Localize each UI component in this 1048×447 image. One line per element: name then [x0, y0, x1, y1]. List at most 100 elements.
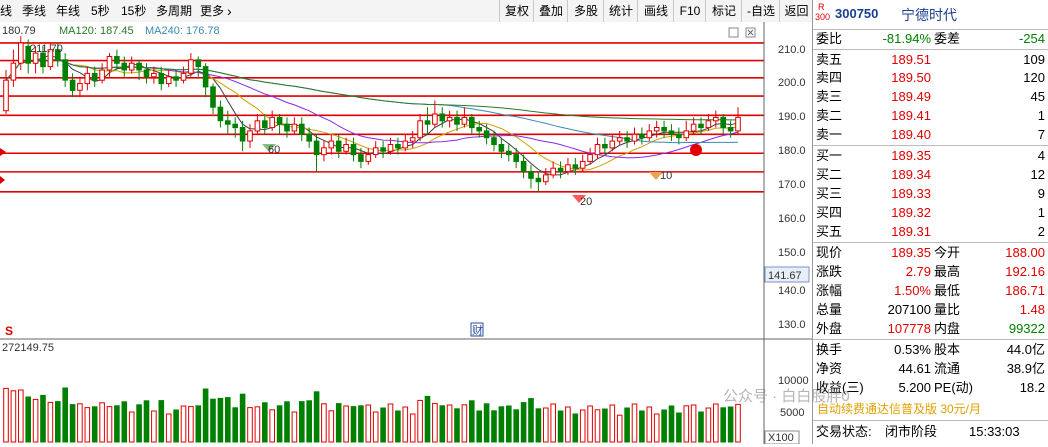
promo-text[interactable]: 自动续费通达信普及版 30元/月: [817, 402, 982, 416]
add-watchlist-button[interactable]: -自选: [741, 0, 780, 22]
volume-bar: [365, 404, 372, 443]
statistics-button[interactable]: 统计: [603, 0, 638, 22]
volume-bar: [461, 404, 468, 443]
volume-bar: [84, 407, 91, 443]
buy-row[interactable]: 买四 189.32 1: [816, 205, 1045, 220]
f10-button[interactable]: F10: [673, 0, 706, 22]
candle-body: [557, 167, 564, 173]
ma-line-120: [5, 59, 738, 121]
candle-body: [639, 133, 645, 139]
back-button[interactable]: 返回: [779, 0, 813, 22]
overlay-button[interactable]: 叠加: [533, 0, 568, 22]
candle-body: [335, 140, 342, 152]
candle-body: [106, 56, 113, 71]
candle-body: [25, 45, 31, 64]
sell-row[interactable]: 卖四 189.50 120: [816, 70, 1045, 85]
financial-marker[interactable]: [470, 322, 484, 337]
candle-body: [210, 86, 216, 108]
ma-indicator: 180.79: [2, 25, 36, 37]
candle-body: [180, 72, 187, 81]
volume-bar: [99, 402, 105, 443]
candle-body: [84, 72, 91, 85]
volume-bar: [616, 414, 623, 443]
marker-20: 20: [580, 196, 592, 208]
stock-name[interactable]: 宁德时代: [901, 7, 957, 23]
candle-body: [143, 69, 150, 78]
high-label: 211.70: [30, 43, 63, 55]
kline-chart-svg: 210.0 200.0 190.0 180.0 170.0 160.0 150.…: [0, 22, 812, 445]
buy-row[interactable]: 买三 189.33 9: [816, 186, 1045, 201]
candle-body: [262, 120, 268, 129]
volume-bar: [62, 387, 69, 443]
volume-bar: [247, 407, 253, 443]
volume-bar: [491, 410, 497, 443]
volume-bar: [335, 403, 342, 443]
candle-body: [313, 140, 320, 156]
buy-row[interactable]: 买二 189.34 12: [816, 167, 1045, 182]
volume-bar: [498, 406, 505, 443]
candle-body: [188, 59, 194, 74]
candle-body: [195, 59, 202, 68]
tab-multi-period[interactable]: 多周期: [156, 4, 193, 18]
price-tick: 160.0: [778, 213, 806, 225]
tab-quarterly[interactable]: 季线: [22, 4, 47, 18]
s-marker: S: [5, 324, 13, 338]
buy-row[interactable]: 买五 189.31 2: [816, 224, 1045, 239]
candle-body: [232, 123, 238, 129]
sell-row[interactable]: 卖二 189.41 1: [816, 108, 1045, 123]
tab-15s[interactable]: 15秒: [121, 4, 147, 18]
sell-row[interactable]: 卖三 189.49 45: [816, 89, 1045, 104]
tab-daily[interactable]: 线: [0, 4, 13, 18]
volume-bar: [506, 405, 512, 443]
candle-body: [239, 127, 246, 142]
volume-bar: [483, 403, 490, 443]
price-tick: 150.0: [778, 247, 806, 259]
candle-body: [10, 62, 17, 81]
volume-tick: 5000: [780, 407, 804, 419]
volume-bar: [269, 409, 275, 443]
candle-body: [69, 79, 76, 91]
candle-body: [483, 130, 490, 139]
quote-row: 涨幅 1.50% 最低 186.71: [816, 283, 1045, 298]
volume-bar: [173, 409, 179, 443]
volume-bar: [602, 408, 608, 443]
chart-toolbar: 线 季线 年线 5秒 15秒 多周期 更多 › 复权 叠加 多股 统计 画线 F…: [0, 0, 812, 23]
tab-more[interactable]: 更多: [200, 4, 225, 18]
tab-yearly[interactable]: 年线: [56, 4, 81, 18]
buy-row[interactable]: 买一 189.35 4: [816, 148, 1045, 163]
event-marker[interactable]: [690, 144, 702, 156]
candle-body: [469, 116, 475, 129]
volume-bar: [114, 405, 120, 443]
collapse-icon[interactable]: [728, 27, 739, 38]
candle-body: [328, 140, 335, 149]
candle-body: [491, 137, 497, 145]
multi-stock-button[interactable]: 多股: [567, 0, 604, 22]
tab-5s[interactable]: 5秒: [91, 4, 110, 18]
candle-body: [350, 144, 357, 156]
chevron-right-icon[interactable]: ›: [227, 3, 232, 19]
volume-bar: [306, 400, 312, 443]
candle-body: [661, 127, 667, 132]
candle-body: [202, 66, 209, 88]
candle-body: [47, 49, 54, 68]
volume-bar: [624, 407, 630, 443]
volume-bar: [705, 407, 712, 443]
candle-body: [99, 69, 105, 81]
marker-10: 10: [660, 170, 672, 182]
volume-bar: [91, 406, 98, 443]
volume-bar: [380, 407, 386, 443]
sell-row[interactable]: 卖五 189.51 109: [816, 52, 1045, 67]
restore-rights-button[interactable]: 复权: [499, 0, 534, 22]
sell-row[interactable]: 卖一 189.40 7: [816, 127, 1045, 142]
ma-line-10: [5, 59, 739, 171]
mark-button[interactable]: 标记: [705, 0, 742, 22]
draw-line-button[interactable]: 画线: [637, 0, 674, 22]
volume-bar: [262, 402, 268, 443]
candle-body: [417, 120, 423, 139]
market-badge-top: R: [818, 2, 825, 12]
promo-banner[interactable]: 自动续费通达信普及版 30元/月: [813, 400, 1048, 418]
kline-chart[interactable]: 210.0 200.0 190.0 180.0 170.0 160.0 150.…: [0, 22, 812, 445]
volume-bar: [32, 398, 39, 443]
candle-body: [40, 52, 46, 68]
financial-marker-label: 财: [472, 323, 483, 337]
